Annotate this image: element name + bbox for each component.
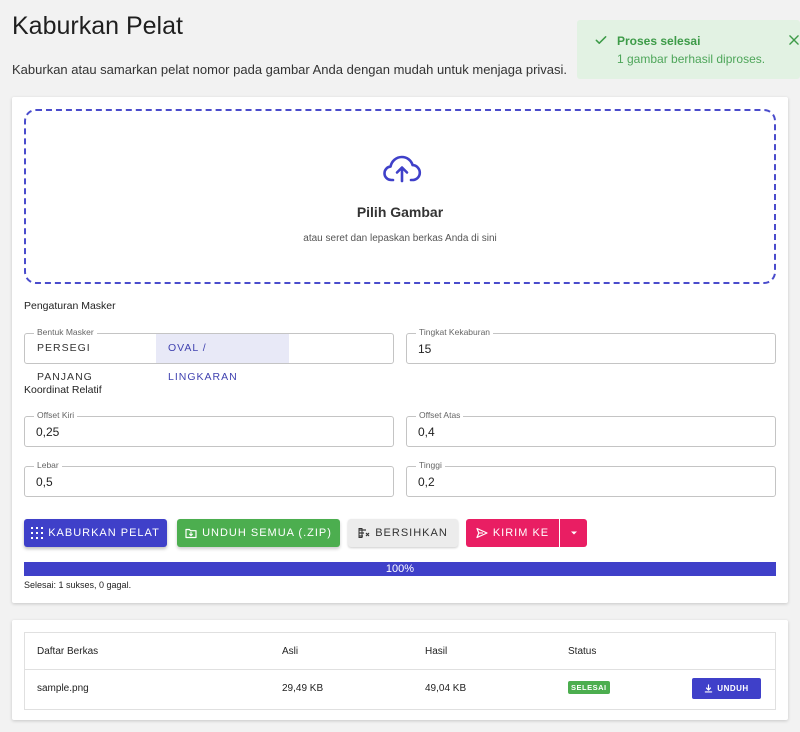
download-all-zip-button[interactable]: UNDUH SEMUA (.ZIP) bbox=[177, 519, 340, 547]
toast-message: 1 gambar berhasil diproses. bbox=[617, 52, 766, 66]
clear-label: BERSIHKAN bbox=[375, 527, 448, 539]
dropzone-subtitle: atau seret dan lepaskan berkas Anda di s… bbox=[303, 233, 497, 244]
blur-level-value: 15 bbox=[418, 342, 432, 356]
coords-section-label: Koordinat Relatif bbox=[24, 384, 102, 396]
close-icon[interactable] bbox=[787, 33, 800, 47]
progress-bar: 100% bbox=[24, 562, 776, 576]
dropzone-title: Pilih Gambar bbox=[356, 204, 444, 220]
progress-fill bbox=[24, 562, 776, 576]
shape-rectangle-option[interactable]: PERSEGI PANJANG bbox=[37, 342, 93, 383]
offset-top-label: Offset Atas bbox=[416, 410, 464, 420]
file-table: Daftar Berkas Asli Hasil Status sample.p… bbox=[24, 632, 776, 710]
file-list-card: Daftar Berkas Asli Hasil Status sample.p… bbox=[12, 620, 788, 720]
offset-top-value: 0,4 bbox=[418, 425, 435, 439]
offset-top-field[interactable]: Offset Atas 0,4 bbox=[406, 410, 776, 447]
download-label: UNDUH bbox=[717, 684, 749, 693]
send-to-label: KIRIM KE bbox=[492, 527, 550, 539]
blur-plate-label: KABURKAN PELAT bbox=[48, 527, 160, 539]
width-value: 0,5 bbox=[36, 475, 53, 489]
original-size: 29,49 KB bbox=[282, 683, 324, 694]
upload-dropzone[interactable]: Pilih Gambar atau seret dan lepaskan ber… bbox=[24, 109, 776, 284]
blur-level-field[interactable]: Tingkat Kekaburan 15 bbox=[406, 327, 776, 364]
grid-icon bbox=[31, 527, 44, 539]
height-value: 0,2 bbox=[418, 475, 435, 489]
blur-plate-button[interactable]: KABURKAN PELAT bbox=[24, 519, 167, 547]
result-size: 49,04 KB bbox=[425, 683, 467, 694]
column-header-status: Status bbox=[568, 646, 597, 657]
send-to-dropdown-button[interactable] bbox=[560, 519, 587, 547]
height-field[interactable]: Tinggi 0,2 bbox=[406, 460, 776, 497]
height-label: Tinggi bbox=[416, 460, 445, 470]
offset-left-label: Offset Kiri bbox=[34, 410, 78, 420]
page-description: Kaburkan atau samarkan pelat nomor pada … bbox=[12, 62, 568, 77]
width-field[interactable]: Lebar 0,5 bbox=[24, 460, 394, 497]
clear-list-icon bbox=[358, 528, 370, 538]
send-icon bbox=[476, 527, 488, 539]
download-all-zip-label: UNDUH SEMUA (.ZIP) bbox=[202, 527, 332, 539]
table-header: Daftar Berkas Asli Hasil Status bbox=[25, 633, 775, 670]
mask-shape-label: Bentuk Masker bbox=[34, 327, 97, 337]
success-toast: Proses selesai 1 gambar berhasil diprose… bbox=[577, 20, 800, 79]
column-header-file: Daftar Berkas bbox=[37, 646, 99, 657]
folder-download-icon bbox=[185, 528, 197, 539]
progress-summary: Selesai: 1 sukses, 0 gagal. bbox=[24, 580, 132, 590]
clear-button[interactable]: BERSIHKAN bbox=[348, 519, 458, 547]
file-name: sample.png bbox=[37, 683, 89, 694]
page-title: Kaburkan Pelat bbox=[12, 12, 183, 40]
download-button[interactable]: UNDUH bbox=[692, 678, 761, 699]
mask-section-label: Pengaturan Masker bbox=[24, 300, 116, 312]
settings-card: Pilih Gambar atau seret dan lepaskan ber… bbox=[12, 97, 788, 603]
cloud-upload-icon bbox=[383, 155, 422, 183]
send-to-button[interactable]: KIRIM KE bbox=[466, 519, 559, 547]
progress-percent: 100% bbox=[385, 563, 415, 575]
shape-oval-option[interactable]: OVAL / LINGKARAN bbox=[156, 334, 289, 383]
column-header-result: Hasil bbox=[425, 646, 448, 657]
toast-title: Proses selesai bbox=[617, 34, 701, 48]
blur-level-label: Tingkat Kekaburan bbox=[416, 327, 494, 337]
chevron-down-icon bbox=[570, 531, 577, 535]
download-icon bbox=[705, 684, 713, 693]
status-badge: SELESAI bbox=[568, 681, 610, 694]
width-label: Lebar bbox=[34, 460, 62, 470]
column-header-original: Asli bbox=[282, 646, 299, 657]
offset-left-field[interactable]: Offset Kiri 0,25 bbox=[24, 410, 394, 447]
check-icon bbox=[595, 36, 607, 44]
mask-shape-toggle: Bentuk Masker PERSEGI PANJANG OVAL / LIN… bbox=[24, 327, 394, 383]
offset-left-value: 0,25 bbox=[36, 425, 60, 439]
